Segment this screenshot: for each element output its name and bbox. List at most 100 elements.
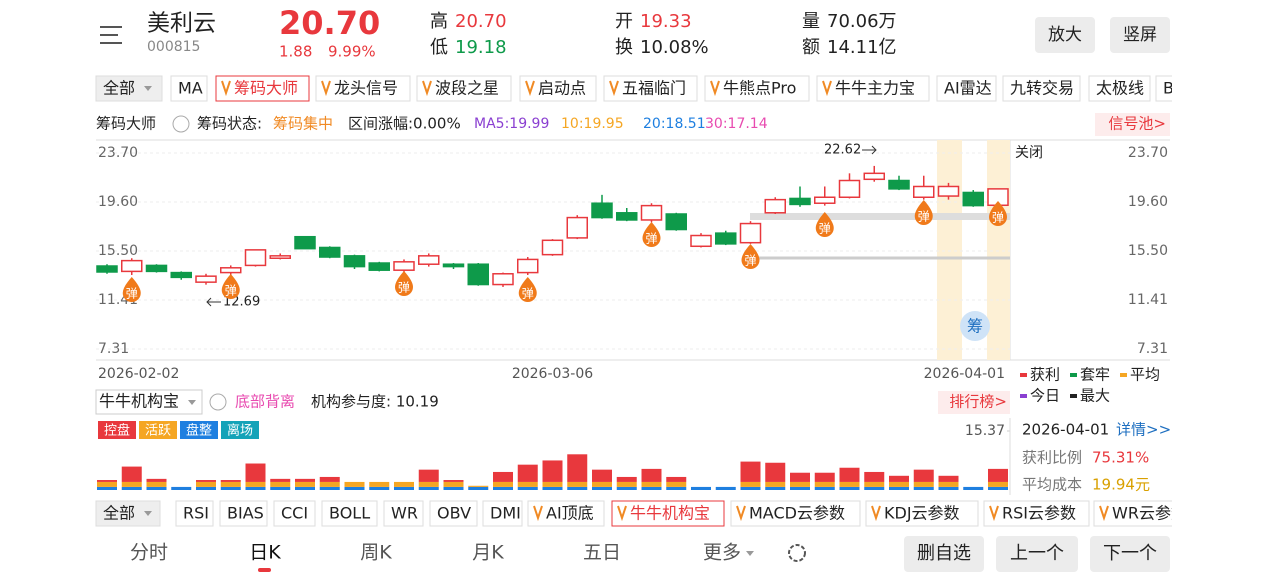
info-icon	[209, 393, 227, 411]
candle-body	[591, 202, 613, 219]
tab[interactable]	[175, 500, 214, 527]
tab[interactable]	[1155, 75, 1180, 102]
tab[interactable]	[730, 500, 861, 527]
settings-icon[interactable]	[788, 544, 806, 562]
tab[interactable]	[170, 75, 208, 102]
tab[interactable]	[936, 75, 997, 102]
candle-body	[517, 258, 539, 274]
tab[interactable]	[95, 75, 163, 102]
tab[interactable]	[611, 500, 725, 527]
candle-body	[244, 249, 267, 267]
tab[interactable]	[527, 500, 605, 527]
v-icon	[609, 80, 619, 97]
nav-tab[interactable]: 分时	[130, 542, 168, 564]
bar-segment	[394, 486, 414, 490]
signal-marker-label: 弹	[126, 287, 138, 301]
tab[interactable]	[1002, 75, 1081, 102]
bar-segment	[839, 467, 860, 482]
stat-label: 额	[802, 37, 820, 58]
candle-body	[294, 235, 316, 250]
ranking-bg[interactable]	[938, 391, 1010, 414]
tab[interactable]	[383, 500, 424, 527]
signal-marker-label: 弹	[819, 222, 831, 236]
bar-segment	[641, 468, 662, 482]
indicator-select[interactable]	[95, 389, 203, 415]
tab-label: RSI	[183, 504, 209, 523]
candle-body	[220, 267, 242, 274]
tab[interactable]	[865, 500, 979, 527]
action-button[interactable]	[996, 536, 1078, 572]
bar-segment	[889, 481, 909, 487]
tab[interactable]	[215, 75, 310, 102]
tab[interactable]	[482, 500, 523, 527]
tab-label: 全部	[103, 79, 135, 98]
nav-tab[interactable]: 更多	[703, 542, 741, 564]
bar-segment	[666, 486, 687, 490]
tab[interactable]	[983, 500, 1090, 527]
action-button[interactable]	[1090, 536, 1170, 572]
tab[interactable]	[429, 500, 478, 527]
price: 20.70	[279, 4, 380, 42]
bar-segment	[517, 486, 538, 490]
candle-body	[863, 172, 885, 181]
bar-segment	[616, 476, 637, 482]
bar-segment	[319, 476, 340, 482]
candle-body	[888, 179, 910, 190]
tab-label: WR云参数	[1112, 504, 1187, 523]
tab[interactable]	[1088, 75, 1151, 102]
tab-label: 牛牛主力宝	[835, 79, 915, 98]
legend-label: 平均	[1130, 366, 1160, 384]
bar-segment	[443, 481, 464, 487]
y-tick-label: 23.70	[1128, 145, 1168, 161]
tab[interactable]	[603, 75, 698, 102]
nav-tab[interactable]: 周K	[360, 542, 392, 564]
tab-label: 启动点	[538, 79, 586, 98]
action-button[interactable]	[904, 536, 984, 572]
tab-label: CCI	[281, 504, 308, 523]
bar-segment	[245, 463, 266, 482]
close-chip[interactable]: 关闭	[1015, 145, 1043, 161]
panel-detail[interactable]: 详情>>	[1116, 421, 1171, 439]
bar-segment	[913, 486, 934, 490]
bar-segment	[146, 486, 167, 490]
bar-segment	[146, 478, 167, 482]
tab[interactable]	[1093, 500, 1200, 527]
signal-marker-label: 弹	[918, 210, 930, 224]
status: 筹码集中	[273, 115, 333, 133]
menu-icon[interactable]	[100, 26, 122, 44]
bar-segment	[616, 481, 637, 487]
bar-segment	[295, 478, 315, 482]
bar-segment	[121, 486, 142, 490]
tab[interactable]	[416, 75, 512, 102]
v-icon	[710, 80, 720, 97]
tab[interactable]	[219, 500, 268, 527]
tab[interactable]	[704, 75, 810, 102]
nav-underline	[258, 568, 271, 572]
tab-label: MA	[178, 79, 203, 98]
bar-segment	[344, 486, 365, 490]
panel-label: 平均成本	[1022, 476, 1082, 494]
tab[interactable]	[816, 75, 930, 102]
nav-tab[interactable]: 月K	[472, 542, 504, 564]
indicator-status: 底部背离	[235, 393, 295, 411]
header-button[interactable]	[1035, 17, 1095, 53]
bar-segment	[517, 481, 538, 487]
bar-segment	[97, 486, 117, 490]
signal-pool-bg[interactable]	[1095, 113, 1170, 136]
stat-value: 70.06万	[827, 11, 897, 32]
chip-marker[interactable]	[960, 311, 990, 341]
bar-segment	[839, 481, 860, 487]
bar-segment	[790, 481, 810, 487]
bar-segment	[196, 480, 216, 482]
nav-tab[interactable]: 五日	[583, 542, 621, 564]
tab[interactable]	[273, 500, 316, 527]
bar-segment	[171, 486, 192, 490]
tab[interactable]	[321, 500, 378, 527]
tab[interactable]	[519, 75, 597, 102]
nav-tab[interactable]: 日K	[249, 542, 281, 564]
ma-label: 30:17.14	[705, 116, 768, 132]
tab[interactable]	[315, 75, 411, 102]
header-button[interactable]	[1110, 17, 1170, 53]
status-label: 筹码状态:	[197, 115, 262, 133]
candle-body	[442, 263, 465, 268]
